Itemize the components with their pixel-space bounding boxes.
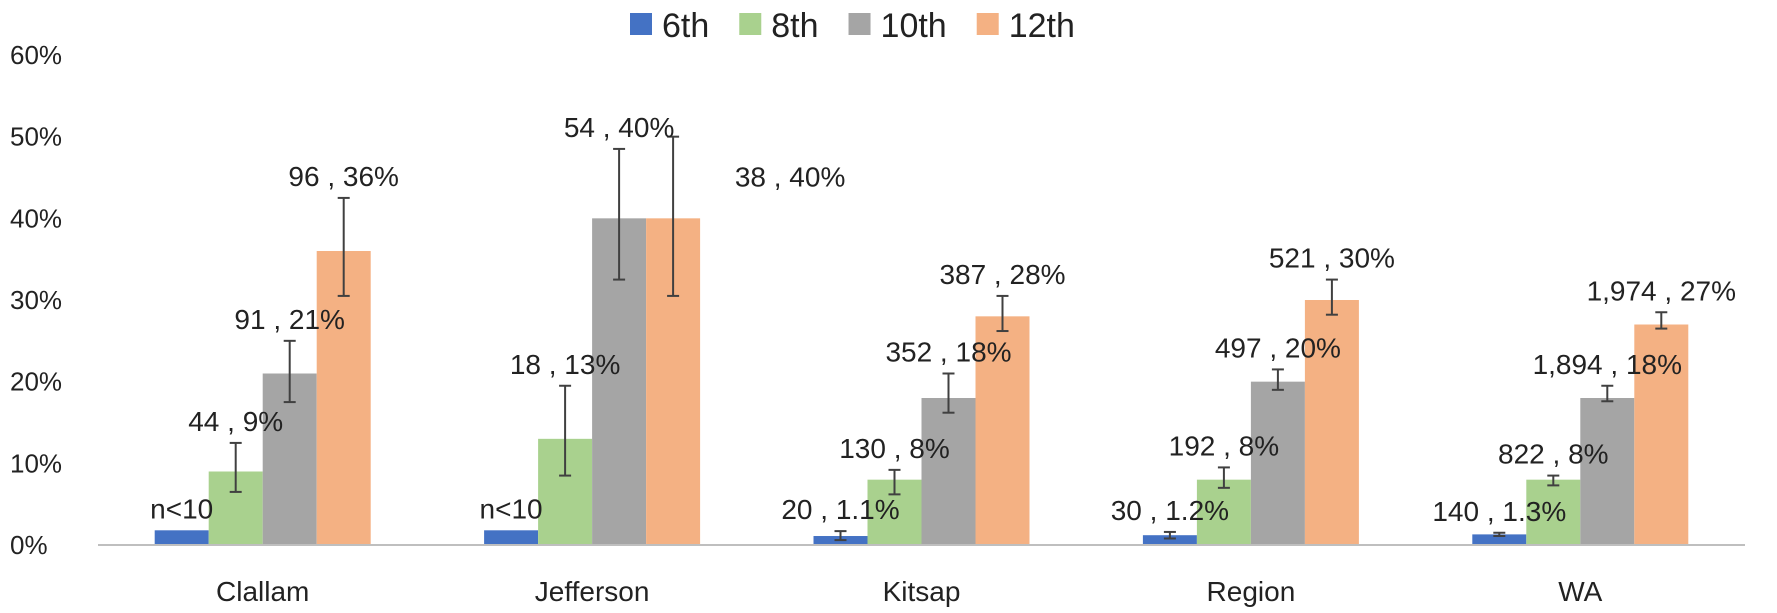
legend-swatch-6th [630,13,652,35]
x-tick-label: Kitsap [883,576,961,607]
data-label: 130 , 8% [839,433,950,464]
legend-label-6th: 6th [662,7,709,45]
x-tick-label: Jefferson [535,576,650,607]
data-label: 497 , 20% [1215,332,1341,363]
data-label: 140 , 1.3% [1432,496,1566,527]
legend-swatch-12th [976,13,999,35]
y-tick-label: 0% [10,530,48,560]
data-label: 521 , 30% [1269,243,1395,274]
bar-12th-kitsap [975,316,1030,545]
legend-label-10th: 10th [881,7,947,45]
x-tick-label: Clallam [216,576,309,607]
data-label: 1,894 , 18% [1533,349,1682,380]
y-tick-label: 50% [10,122,62,152]
legend-swatch-8th [739,13,762,35]
bar-6th-clallam [154,530,209,545]
y-tick-label: 20% [10,367,62,397]
bar-8th-wa [1526,479,1581,545]
data-label: 192 , 8% [1169,430,1280,461]
bar-6th-wa [1472,534,1527,545]
bar-6th-region [1142,535,1197,545]
data-label: 96 , 36% [288,161,399,192]
x-tick-label: WA [1558,576,1602,607]
data-label: n<10 [150,493,213,524]
legend-label-8th: 8th [771,7,818,45]
data-label: 44 , 9% [188,406,283,437]
bar-6th-jefferson [484,530,539,545]
data-label: 822 , 8% [1498,439,1609,470]
bar-10th-region [1250,381,1305,545]
data-label: 38 , 40% [735,161,846,192]
x-tick-label: Region [1207,576,1296,607]
bar-10th-wa [1580,398,1635,545]
bar-12th-wa [1634,324,1689,545]
data-label: n<10 [480,493,543,524]
data-label: 18 , 13% [510,349,621,380]
legend-label-12th: 12th [1009,7,1075,45]
legend-swatch-10th [848,13,871,35]
bar-10th-kitsap [921,398,976,545]
y-tick-label: 30% [10,285,62,315]
data-label: 30 , 1.2% [1111,495,1229,526]
y-tick-label: 40% [10,203,62,233]
data-label: 352 , 18% [885,337,1011,368]
data-label: 54 , 40% [564,112,675,143]
data-label: 387 , 28% [939,259,1065,290]
bar-8th-region [1196,479,1251,545]
data-label: 20 , 1.1% [781,494,899,525]
y-tick-label: 10% [10,448,62,478]
data-label: 91 , 21% [234,304,345,335]
data-label: 1,974 , 27% [1587,275,1736,306]
bar-12th-region [1304,300,1359,545]
bar-12th-clallam [316,251,371,545]
y-tick-label: 60% [10,40,62,70]
